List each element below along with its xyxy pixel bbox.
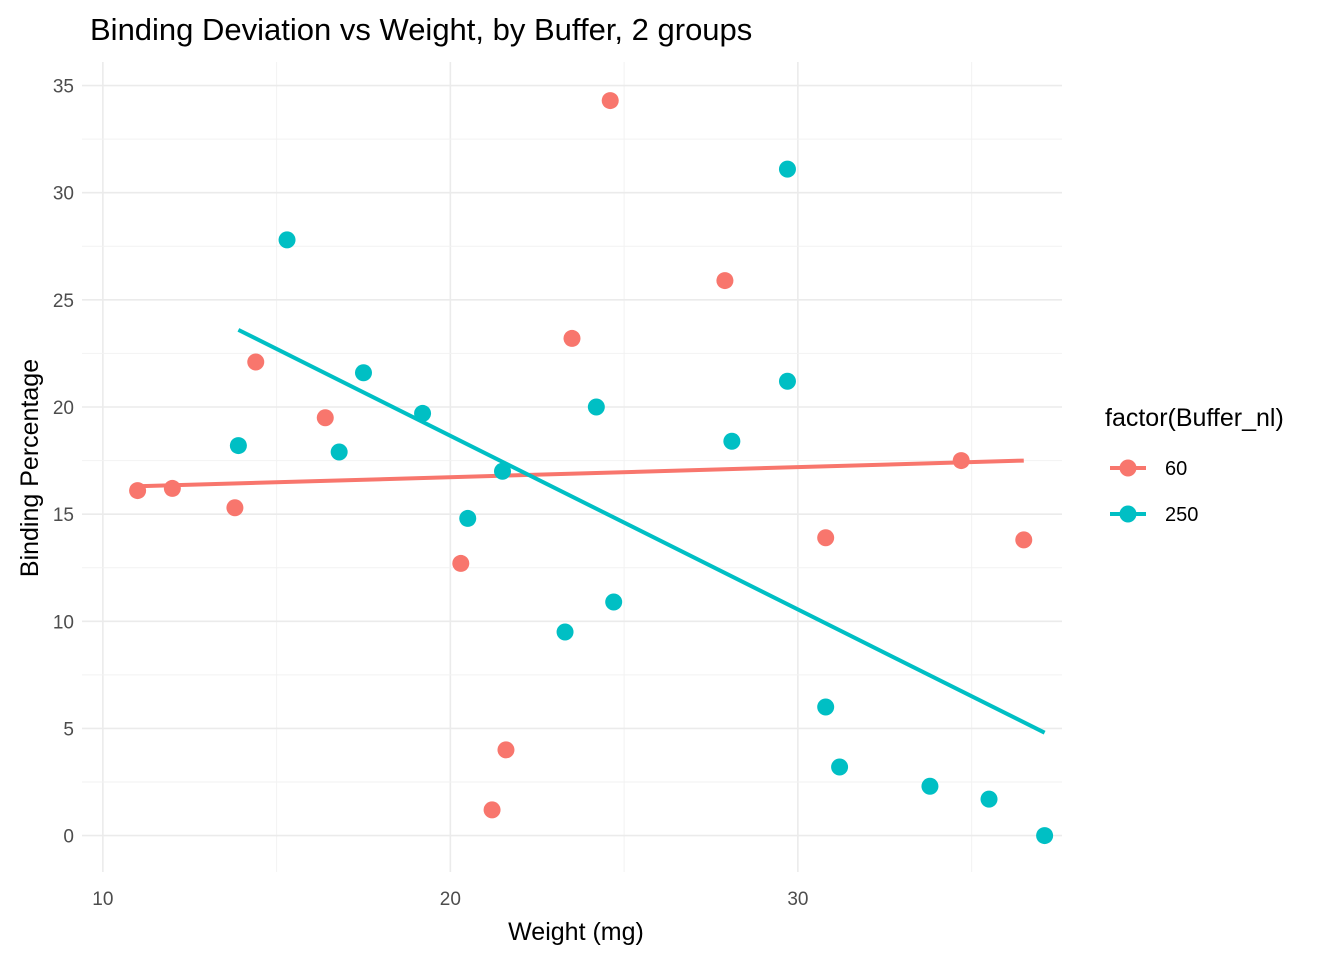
data-point-250 [556, 623, 574, 641]
data-point-250 [1036, 827, 1054, 845]
y-tick-label: 35 [53, 77, 74, 98]
data-point-250 [493, 462, 511, 480]
y-tick-label: 5 [63, 719, 74, 740]
x-tick-label: 20 [440, 889, 461, 910]
data-point-60 [817, 529, 835, 547]
data-point-250 [605, 593, 623, 611]
data-point-250 [778, 372, 796, 390]
x-tick-label: 10 [92, 889, 113, 910]
legend-items: 60 250 [1110, 458, 1198, 526]
legend-key-point-60 [1119, 459, 1137, 477]
y-tick-label: 20 [53, 398, 74, 419]
data-point-60 [226, 499, 244, 517]
y-tick-label: 10 [53, 612, 74, 633]
y-tick-label: 0 [63, 827, 74, 848]
tick-labels: 10 20 30 0 5 10 15 20 25 30 35 [53, 77, 809, 910]
data-point-250 [778, 160, 796, 178]
data-point-60 [1015, 531, 1033, 549]
data-point-250 [229, 437, 247, 455]
legend-label-60: 60 [1165, 458, 1187, 480]
data-point-60 [129, 482, 147, 500]
trend-lines [137, 328, 1046, 735]
data-point-250 [278, 231, 296, 249]
data-point-250 [459, 509, 477, 527]
data-point-60 [497, 741, 515, 759]
data-point-60 [952, 452, 970, 470]
y-axis-label: Binding Percentage [16, 359, 44, 577]
legend-key-point-250 [1119, 505, 1137, 523]
data-point-250 [330, 443, 348, 461]
grid [82, 62, 1062, 872]
data-point-250 [354, 364, 372, 382]
data-point-60 [483, 801, 501, 819]
y-tick-label: 30 [53, 184, 74, 205]
data-point-250 [831, 758, 849, 776]
legend-label-250: 250 [1165, 504, 1198, 526]
data-point-250 [587, 398, 605, 416]
data-point-250 [980, 790, 998, 808]
x-axis-label: Weight (mg) [508, 918, 644, 946]
x-tick-label: 30 [787, 889, 808, 910]
chart-title: Binding Deviation vs Weight, by Buffer, … [90, 12, 752, 47]
y-tick-label: 15 [53, 505, 74, 526]
data-point-60 [563, 329, 581, 347]
data-point-250 [921, 777, 939, 795]
data-point-60 [452, 554, 470, 572]
trend-line-250 [237, 328, 1046, 735]
legend: factor(Buffer_nl) 60 250 [1105, 404, 1284, 526]
trend-line-60 [137, 458, 1024, 489]
data-point-60 [247, 353, 265, 371]
y-tick-label: 25 [53, 291, 74, 312]
data-point-60 [601, 92, 619, 110]
data-point-60 [163, 479, 181, 497]
data-point-60 [716, 272, 734, 290]
data-point-250 [414, 404, 432, 422]
data-point-60 [316, 409, 334, 427]
data-points [129, 92, 1054, 845]
data-point-250 [817, 698, 835, 716]
data-point-250 [723, 432, 741, 450]
legend-title: factor(Buffer_nl) [1105, 404, 1284, 432]
